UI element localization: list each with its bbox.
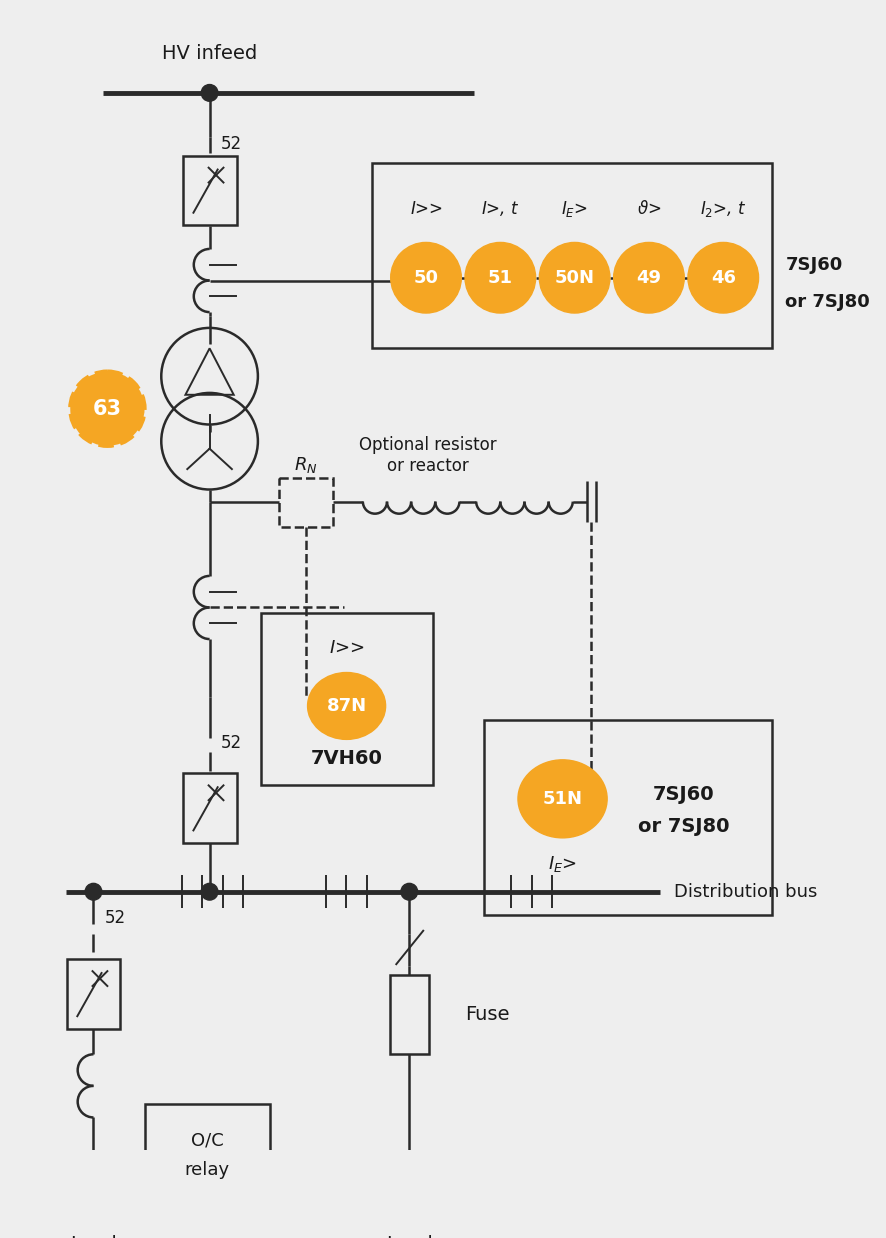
Circle shape	[70, 371, 144, 446]
Circle shape	[85, 884, 102, 900]
Text: $I$>>: $I$>>	[329, 639, 364, 657]
Text: 52: 52	[105, 909, 126, 927]
Ellipse shape	[307, 672, 385, 739]
Ellipse shape	[391, 243, 462, 313]
Text: $\vartheta$>: $\vartheta$>	[637, 201, 661, 218]
Text: $I$>>: $I$>>	[409, 201, 442, 218]
Text: Distribution bus: Distribution bus	[674, 883, 818, 901]
Text: O/C: O/C	[190, 1132, 223, 1150]
Text: 49: 49	[636, 269, 662, 287]
Text: HV infeed: HV infeed	[162, 45, 257, 63]
Text: 50N: 50N	[555, 269, 595, 287]
Text: 52: 52	[221, 734, 242, 753]
Text: 50: 50	[414, 269, 439, 287]
Text: Load: Load	[386, 1236, 432, 1238]
Text: 7VH60: 7VH60	[311, 749, 383, 769]
Text: 51: 51	[488, 269, 513, 287]
Ellipse shape	[688, 243, 758, 313]
Circle shape	[401, 884, 417, 900]
Ellipse shape	[465, 243, 536, 313]
Text: or 7SJ80: or 7SJ80	[638, 817, 729, 836]
Text: or 7SJ80: or 7SJ80	[786, 293, 870, 311]
Text: Load: Load	[70, 1236, 117, 1238]
Text: 51N: 51N	[542, 790, 583, 808]
Circle shape	[201, 84, 218, 102]
Text: 63: 63	[93, 399, 122, 418]
Ellipse shape	[518, 760, 607, 838]
Ellipse shape	[614, 243, 684, 313]
Text: Optional resistor
or reactor: Optional resistor or reactor	[359, 436, 497, 474]
Text: $I$>, $t$: $I$>, $t$	[481, 199, 519, 218]
Text: $I_E$>: $I_E$>	[548, 854, 577, 874]
Text: $R_N$: $R_N$	[294, 456, 318, 475]
Text: 46: 46	[711, 269, 735, 287]
Text: relay: relay	[184, 1161, 229, 1179]
Text: $I_2$>, $t$: $I_2$>, $t$	[700, 199, 746, 219]
Text: 87N: 87N	[327, 697, 367, 716]
Text: $I_E$>: $I_E$>	[561, 199, 588, 219]
Text: 7SJ60: 7SJ60	[786, 256, 843, 274]
Text: 7SJ60: 7SJ60	[652, 785, 714, 803]
Circle shape	[201, 884, 218, 900]
Text: 52: 52	[221, 135, 242, 154]
Text: Fuse: Fuse	[465, 1005, 509, 1024]
Ellipse shape	[540, 243, 610, 313]
